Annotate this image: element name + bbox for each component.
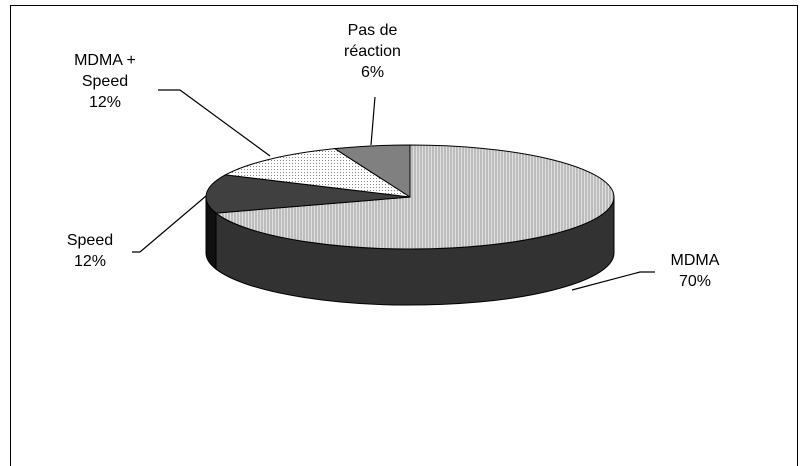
category-label: Pas de réaction bbox=[344, 22, 401, 60]
leader-line bbox=[571, 271, 655, 291]
data-label: Speed 12% bbox=[50, 230, 130, 272]
leader-line bbox=[158, 89, 271, 157]
category-label: MDMA + Speed bbox=[74, 52, 136, 90]
chart bbox=[132, 89, 655, 306]
pie-slice bbox=[205, 174, 411, 214]
leader-line bbox=[132, 195, 207, 253]
category-label: MDMA bbox=[670, 252, 720, 269]
page: (() => { const data = JSON.parse(documen… bbox=[10, 5, 798, 466]
pie-slice bbox=[214, 144, 615, 250]
leader-lines bbox=[132, 89, 655, 291]
pie-slice bbox=[333, 144, 411, 198]
category-label: Speed bbox=[66, 232, 114, 249]
data-value-label: 6% bbox=[360, 64, 385, 81]
data-label: MDMA + Speed 12% bbox=[65, 50, 145, 113]
data-label: MDMA 70% bbox=[650, 250, 740, 292]
data-value-label: 12% bbox=[73, 253, 107, 270]
pie-slice bbox=[223, 148, 411, 198]
leader-line bbox=[370, 96, 376, 146]
chart-frame bbox=[10, 5, 798, 466]
data-value-label: 70% bbox=[678, 273, 712, 290]
data-value-label: 12% bbox=[88, 94, 122, 111]
data-label: Pas de réaction 6% bbox=[335, 20, 410, 83]
